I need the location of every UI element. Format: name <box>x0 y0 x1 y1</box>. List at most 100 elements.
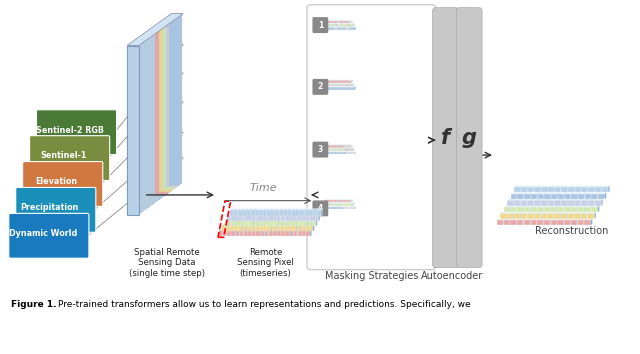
Polygon shape <box>280 224 285 225</box>
Polygon shape <box>314 215 318 221</box>
Polygon shape <box>156 24 168 194</box>
Polygon shape <box>243 210 246 216</box>
Polygon shape <box>568 213 574 219</box>
Polygon shape <box>342 20 346 21</box>
Polygon shape <box>303 220 307 226</box>
Polygon shape <box>131 42 143 212</box>
Polygon shape <box>588 212 596 213</box>
Polygon shape <box>281 213 282 221</box>
Polygon shape <box>219 230 223 236</box>
Polygon shape <box>346 21 349 23</box>
Polygon shape <box>285 229 291 230</box>
Polygon shape <box>568 186 576 187</box>
Polygon shape <box>253 219 259 220</box>
Polygon shape <box>298 213 299 221</box>
Polygon shape <box>352 151 353 154</box>
Polygon shape <box>348 148 350 151</box>
Polygon shape <box>534 213 540 219</box>
Polygon shape <box>328 86 332 87</box>
Polygon shape <box>339 23 342 24</box>
Polygon shape <box>265 229 270 230</box>
Polygon shape <box>333 144 335 148</box>
Polygon shape <box>333 199 337 200</box>
Polygon shape <box>351 83 354 84</box>
Polygon shape <box>273 213 278 215</box>
Polygon shape <box>330 148 332 151</box>
Polygon shape <box>251 210 255 216</box>
Polygon shape <box>574 212 576 219</box>
Polygon shape <box>343 152 346 154</box>
Polygon shape <box>148 30 159 200</box>
Polygon shape <box>346 206 347 209</box>
Polygon shape <box>262 219 268 220</box>
Polygon shape <box>334 206 338 207</box>
Polygon shape <box>352 27 353 30</box>
Polygon shape <box>353 203 354 206</box>
Polygon shape <box>581 212 589 213</box>
Polygon shape <box>160 22 172 191</box>
Polygon shape <box>271 224 277 225</box>
Polygon shape <box>332 86 335 87</box>
Polygon shape <box>595 199 603 200</box>
Polygon shape <box>268 213 270 221</box>
Polygon shape <box>334 151 335 154</box>
Polygon shape <box>340 199 344 200</box>
Polygon shape <box>236 229 241 230</box>
Polygon shape <box>318 213 320 221</box>
Polygon shape <box>260 229 262 236</box>
Polygon shape <box>346 199 349 200</box>
Polygon shape <box>348 23 351 24</box>
Polygon shape <box>541 186 549 187</box>
Polygon shape <box>342 84 344 86</box>
Polygon shape <box>235 229 237 236</box>
Polygon shape <box>352 151 356 152</box>
Polygon shape <box>513 212 515 219</box>
Polygon shape <box>595 186 603 187</box>
Polygon shape <box>221 224 227 225</box>
Polygon shape <box>328 152 332 154</box>
Polygon shape <box>264 213 266 221</box>
Polygon shape <box>538 193 546 194</box>
Polygon shape <box>328 200 331 202</box>
Polygon shape <box>260 213 266 215</box>
Polygon shape <box>314 213 316 221</box>
Polygon shape <box>538 193 539 199</box>
Polygon shape <box>581 200 588 206</box>
Polygon shape <box>332 151 335 152</box>
Polygon shape <box>256 213 258 221</box>
Polygon shape <box>544 193 546 199</box>
Polygon shape <box>335 24 339 27</box>
Polygon shape <box>497 219 505 220</box>
Polygon shape <box>571 219 572 225</box>
Text: 4: 4 <box>317 204 323 213</box>
FancyBboxPatch shape <box>312 79 328 95</box>
Polygon shape <box>255 209 256 216</box>
Polygon shape <box>334 152 337 154</box>
FancyBboxPatch shape <box>456 8 482 268</box>
Polygon shape <box>234 210 238 216</box>
Polygon shape <box>337 200 340 202</box>
Polygon shape <box>531 206 539 207</box>
Polygon shape <box>306 230 310 236</box>
Polygon shape <box>507 213 513 219</box>
Polygon shape <box>298 229 303 230</box>
Polygon shape <box>230 209 236 210</box>
Polygon shape <box>350 203 351 206</box>
Text: 3: 3 <box>317 145 323 154</box>
Polygon shape <box>601 199 603 206</box>
Polygon shape <box>234 209 236 216</box>
Polygon shape <box>307 219 309 226</box>
Polygon shape <box>328 144 332 145</box>
Polygon shape <box>585 194 591 199</box>
Text: Autoencoder: Autoencoder <box>421 270 483 281</box>
Polygon shape <box>346 27 347 30</box>
Polygon shape <box>257 230 260 236</box>
Polygon shape <box>331 200 333 202</box>
Polygon shape <box>337 199 340 200</box>
Text: Figure 1.: Figure 1. <box>12 299 57 309</box>
Polygon shape <box>275 224 277 231</box>
Polygon shape <box>303 219 309 220</box>
Polygon shape <box>514 213 520 219</box>
Polygon shape <box>270 220 274 226</box>
Polygon shape <box>561 212 563 219</box>
